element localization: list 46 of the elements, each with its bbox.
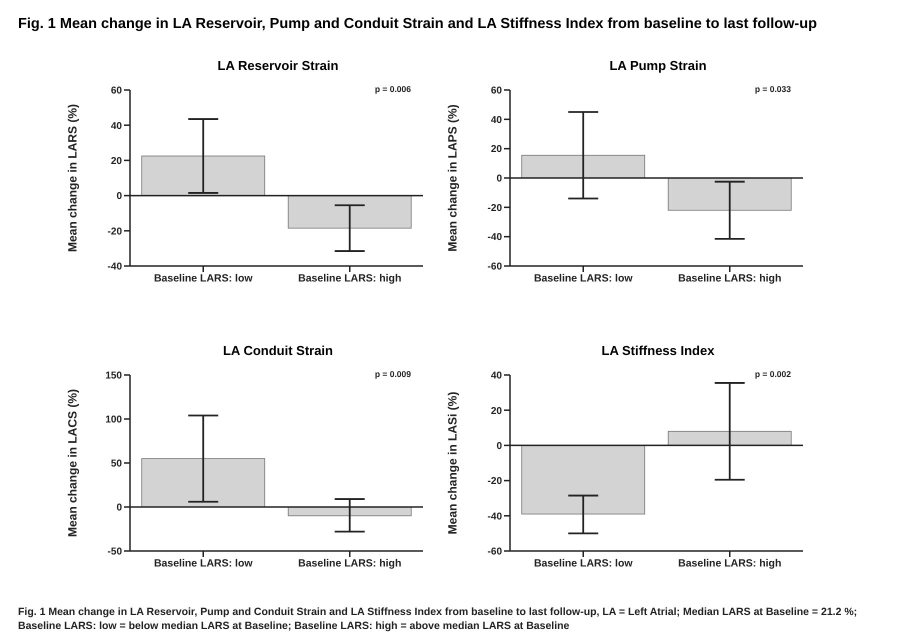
y-tick-label: -40 [108, 262, 122, 273]
x-tick-label: Baseline LARS: low [534, 557, 634, 570]
y-tick-label: 50 [110, 458, 122, 470]
x-tick-label: Baseline LARS: high [298, 557, 402, 570]
y-tick-label: 60 [110, 86, 122, 97]
y-axis-title: Mean change in LAPS (%) [445, 104, 460, 252]
annotation: p = 0.006 [374, 84, 411, 94]
y-tick-label: -60 [488, 546, 502, 558]
caption: Fig. 1 Mean change in LA Reservoir, Pump and Conduit Strain and LA Stiffness Index from baseline to last follow-up, LA = Left Atrial; Median LARS at Baseline = 21.2 %; Baseline LARS: low = below median LARS at Baseline; Baseline LARS: high = above median LARS at Baseline [18, 605, 858, 633]
y-tick-label: 20 [490, 144, 502, 156]
x-tick-label: Baseline LARS: high [678, 272, 782, 284]
x-tick-label: Baseline LARS: high [298, 272, 402, 284]
text: Fig. 1 Mean change in LA Reservoir, Pump and Conduit Strain and LA Stiffness Index from baseline to last follow-up [18, 16, 818, 32]
y-tick-label: 0 [496, 174, 502, 185]
y-tick-label: 40 [110, 120, 122, 132]
annotation: p = 0.033 [754, 84, 791, 94]
x-tick-label: Baseline LARS: low [154, 272, 254, 284]
y-tick-label: 100 [105, 414, 122, 426]
y-tick-label: -40 [488, 232, 502, 244]
chart-title: LA Pump Strain [608, 58, 708, 75]
y-tick-label: 20 [110, 156, 122, 167]
y-tick-label: -20 [488, 202, 502, 214]
y-tick-label: 60 [490, 86, 502, 97]
y-tick-label: -60 [488, 262, 502, 273]
chart-title: LA Stiffness Index [600, 343, 716, 360]
annotation: p = 0.009 [374, 369, 411, 379]
y-tick-label: -20 [488, 476, 502, 488]
annotation: p = 0.002 [754, 369, 791, 379]
chart-title: LA Conduit Strain [222, 343, 334, 360]
y-tick-label: 0 [116, 502, 122, 514]
y-tick-label: -20 [108, 226, 122, 238]
x-tick-label: Baseline LARS: high [678, 557, 782, 570]
y-tick-label: 0 [496, 440, 502, 452]
y-tick-label: 40 [490, 370, 502, 382]
y-tick-label: -50 [108, 546, 122, 558]
x-tick-label: Baseline LARS: low [534, 272, 634, 284]
y-tick-label: 20 [490, 406, 502, 417]
y-tick-label: 0 [116, 191, 122, 202]
y-axis-title: Mean change in LASi (%) [445, 392, 460, 534]
y-axis-title: Mean change in LARS (%) [65, 104, 80, 252]
chart-title: LA Reservoir Strain [216, 58, 340, 75]
y-tick-label: -40 [488, 511, 502, 522]
y-axis-title: Mean change in LACS (%) [65, 388, 80, 538]
x-tick-label: Baseline LARS: low [154, 557, 254, 570]
y-tick-label: 40 [490, 114, 502, 126]
y-tick-label: 150 [105, 370, 122, 382]
